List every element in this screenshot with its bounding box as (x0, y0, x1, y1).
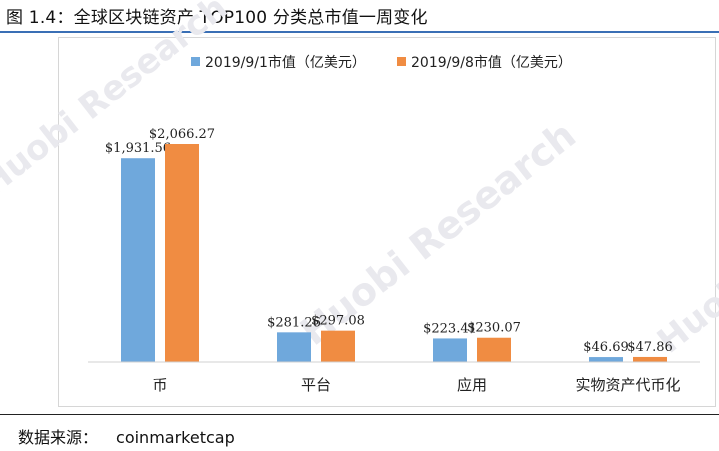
source-rule (0, 414, 719, 415)
bar-2-3 (633, 356, 667, 362)
data-label-2-0: $2,066.27 (149, 127, 215, 142)
bar-2-0 (165, 144, 199, 362)
category-label-2: 应用 (457, 376, 487, 394)
source-value: coinmarketcap (116, 428, 235, 447)
data-label-1-3: $46.69 (583, 340, 629, 355)
title-rule (0, 31, 719, 33)
data-label-2-1: $297.08 (311, 314, 365, 329)
bar-1-3 (589, 357, 623, 362)
plot-area: $1,931.56$2,066.27 币 $281.26$297.08 平台 $223.… (105, 127, 681, 394)
data-label-2-3: $47.86 (627, 340, 673, 355)
source-note: 数据来源： coinmarketcap (18, 424, 235, 448)
legend-swatch-series-1 (191, 57, 200, 66)
category-label-1: 平台 (301, 376, 331, 394)
bar-1-2 (433, 338, 467, 362)
category-label-3: 实物资产代币化 (575, 376, 680, 394)
chart-frame (58, 37, 716, 407)
legend-swatch-series-2 (397, 57, 406, 66)
watermark-text-1: Huobi Research (0, 0, 235, 204)
bar-2-2 (477, 337, 511, 362)
data-label-1-0: $1,931.56 (105, 141, 171, 156)
category-label-0: 币 (152, 376, 167, 394)
watermark-text-3: Huobi Research (650, 145, 719, 362)
data-label-2-2: $230.07 (467, 321, 521, 336)
figure-title: 图 1.4：全球区块链资产 TOP100 分类总市值一周变化 (6, 8, 428, 28)
bar-1-1 (277, 332, 311, 362)
legend: 2019/9/1市值（亿美元） 2019/9/8市值（亿美元） (191, 54, 572, 71)
legend-label-series-2: 2019/9/8市值（亿美元） (411, 54, 572, 71)
legend-label-series-1: 2019/9/1市值（亿美元） (205, 54, 366, 71)
data-label-1-2: $223.41 (423, 321, 477, 336)
bar-2-1 (321, 330, 355, 362)
bar-1-0 (121, 158, 155, 362)
data-label-1-1: $281.26 (267, 315, 321, 330)
source-label: 数据来源： (18, 428, 99, 447)
